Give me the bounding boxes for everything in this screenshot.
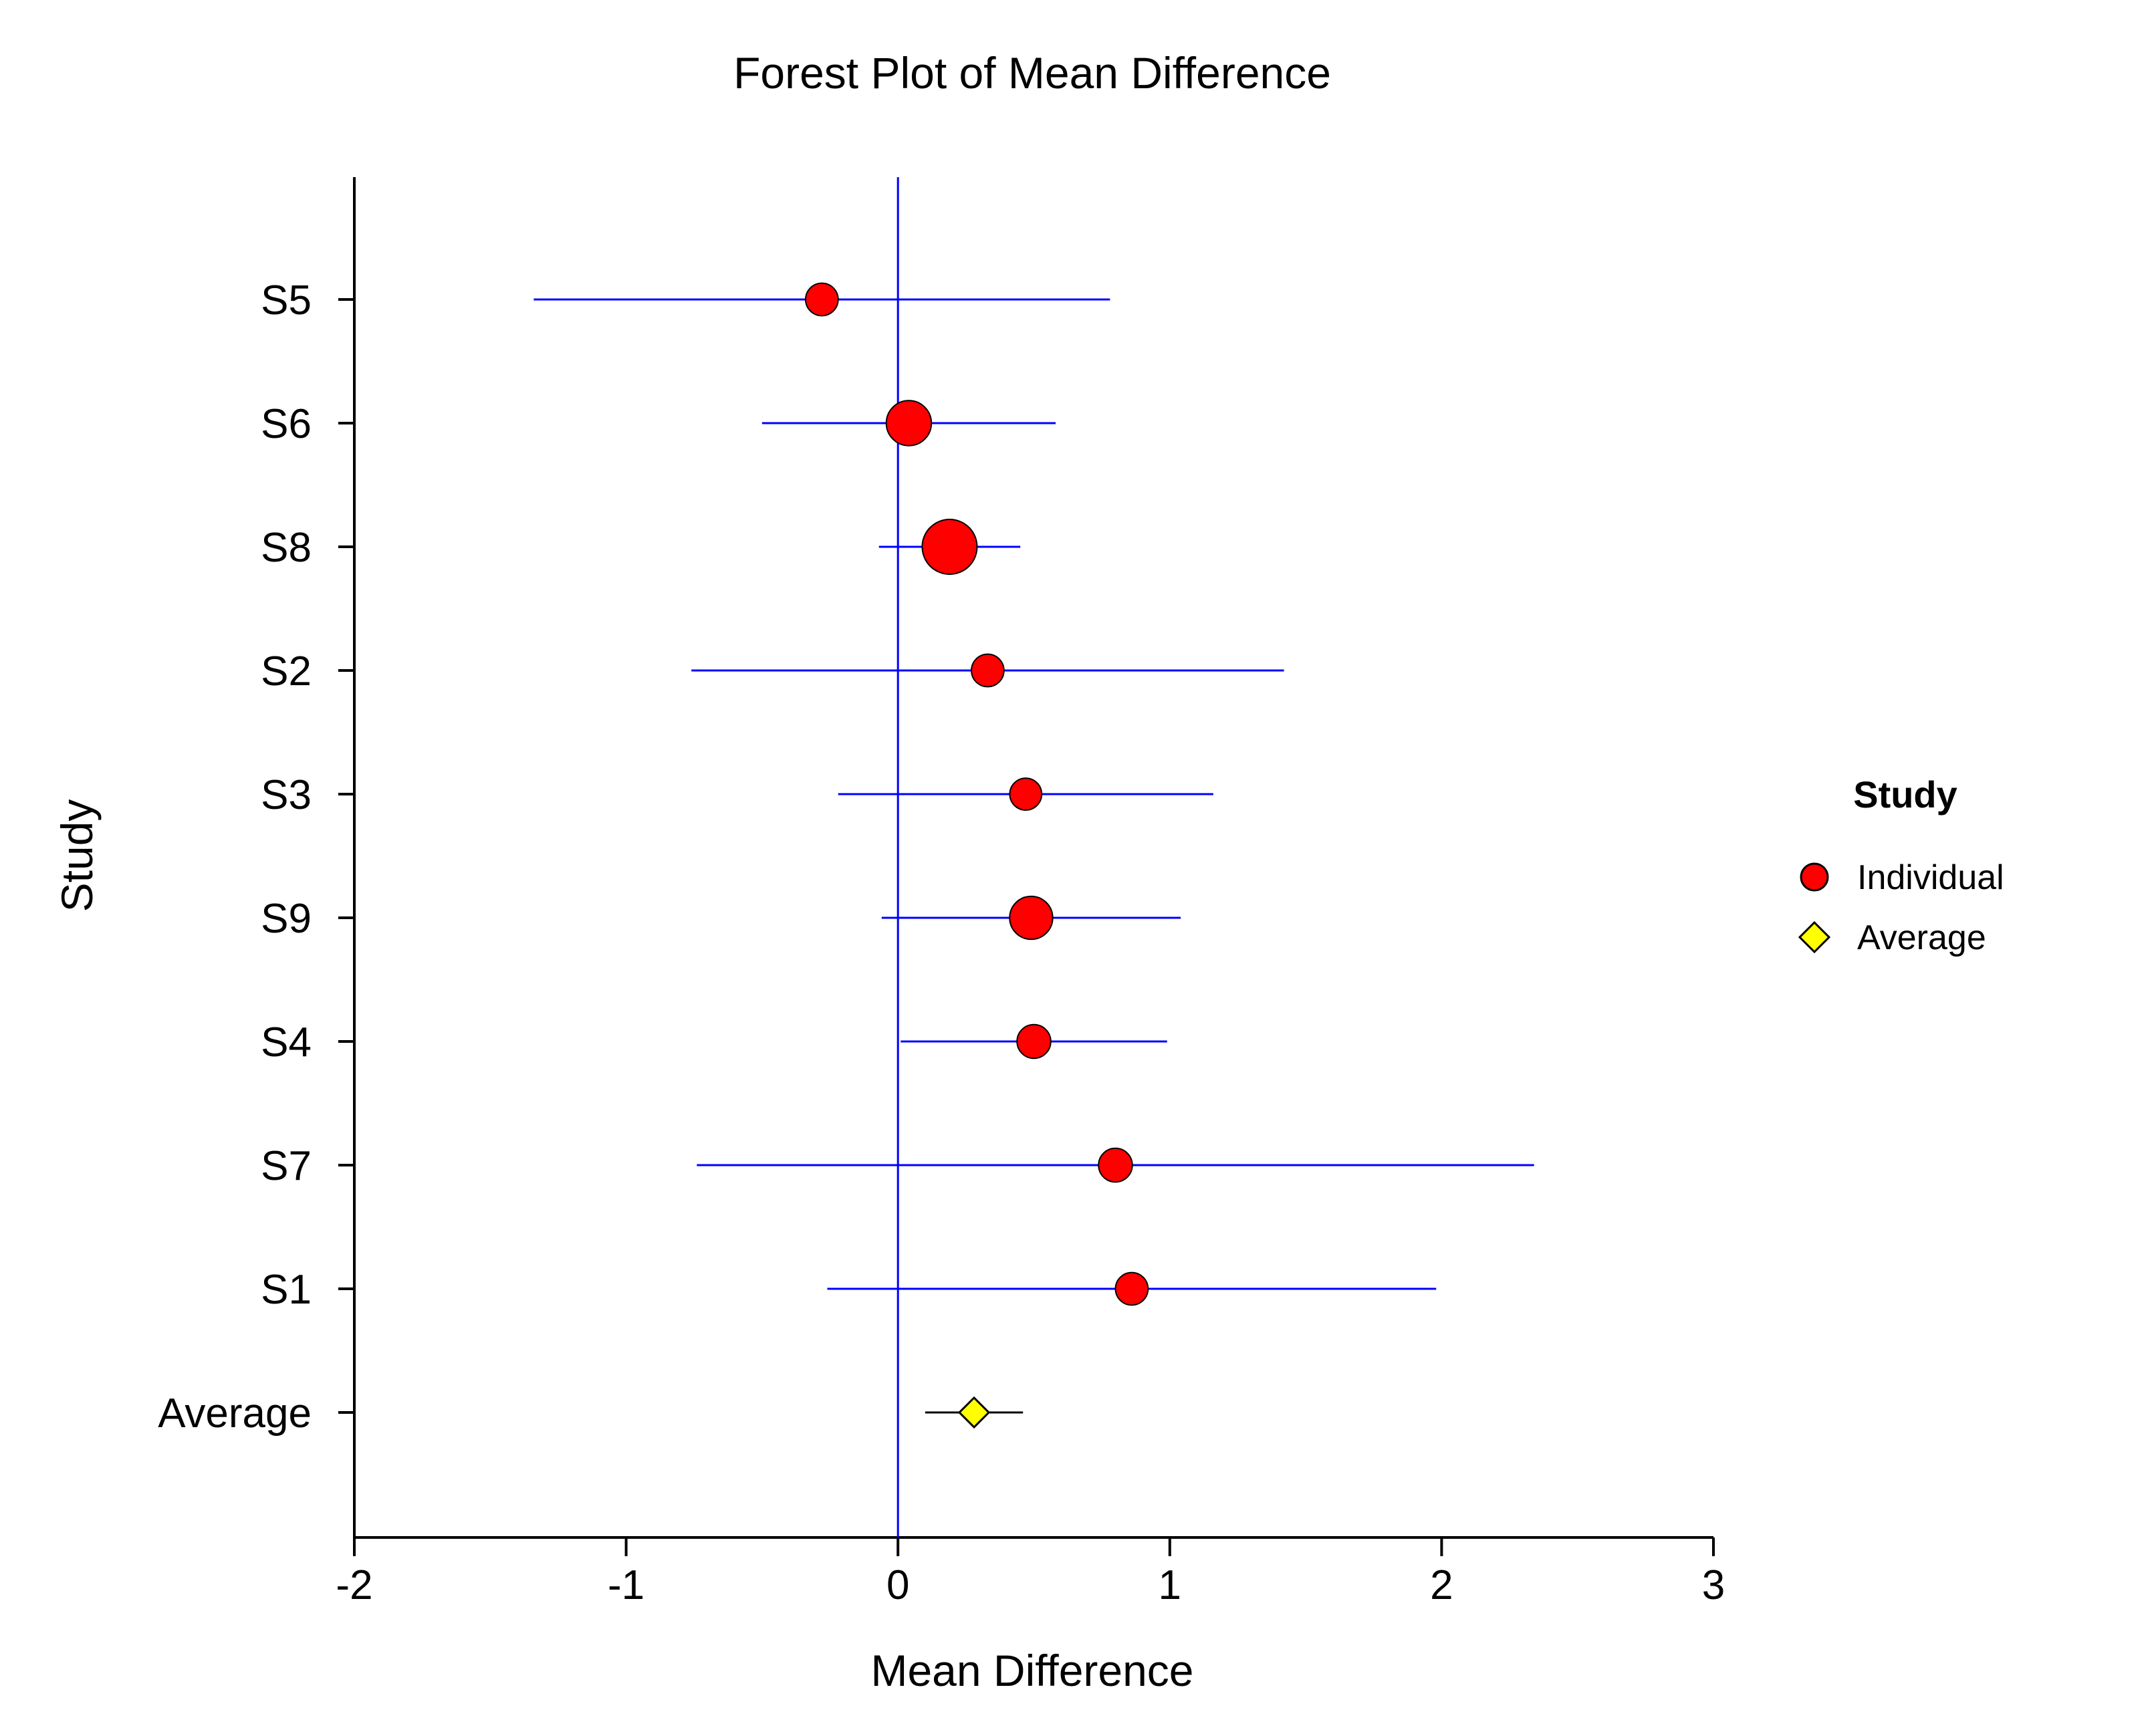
x-tick-label: -2 bbox=[336, 1562, 372, 1608]
study-marker bbox=[1009, 895, 1054, 941]
y-axis-label: Study bbox=[52, 799, 102, 912]
legend-entry-label: Average bbox=[1857, 918, 1986, 957]
x-tick-label: 3 bbox=[1702, 1562, 1725, 1608]
legend-entry-label: Individual bbox=[1857, 858, 2004, 897]
plot-area: -2 -1 0 1 2 3 S5 S6 S8 S2 S3 S9 S4 S7 S1 Average bbox=[158, 177, 1725, 1608]
legend-average-marker bbox=[1798, 920, 1831, 954]
study-marker bbox=[805, 282, 839, 317]
y-tick-label: S6 bbox=[261, 401, 312, 447]
study-marker bbox=[971, 653, 1005, 688]
study-marker bbox=[1114, 1271, 1149, 1306]
study-marker bbox=[1009, 777, 1043, 811]
x-tick-label: 1 bbox=[1159, 1562, 1181, 1608]
legend-individual-marker bbox=[1800, 862, 1829, 892]
average-marker bbox=[957, 1396, 991, 1429]
y-tick-label: S3 bbox=[261, 772, 312, 818]
legend-title: Study bbox=[1853, 773, 1957, 816]
study-marker bbox=[921, 519, 978, 575]
legend: Study Individual Average bbox=[1798, 773, 2004, 957]
study-marker bbox=[1016, 1023, 1052, 1060]
y-tick-label: S2 bbox=[261, 648, 312, 695]
y-tick-label: S8 bbox=[261, 525, 312, 571]
y-tick-label: S9 bbox=[261, 896, 312, 942]
y-tick-label: S7 bbox=[261, 1143, 312, 1189]
study-marker bbox=[885, 400, 933, 447]
chart-title: Forest Plot of Mean Difference bbox=[733, 48, 1331, 98]
x-tick-label: 0 bbox=[886, 1562, 909, 1608]
study-marker bbox=[1098, 1147, 1133, 1183]
y-tick-label: S4 bbox=[261, 1019, 312, 1066]
y-tick-label: S1 bbox=[261, 1267, 312, 1313]
x-tick-label: -1 bbox=[608, 1562, 644, 1608]
x-tick-label: 2 bbox=[1430, 1562, 1453, 1608]
y-tick-label: Average bbox=[158, 1390, 312, 1437]
y-tick-label: S5 bbox=[261, 277, 312, 324]
x-axis-label: Mean Difference bbox=[870, 1646, 1193, 1695]
